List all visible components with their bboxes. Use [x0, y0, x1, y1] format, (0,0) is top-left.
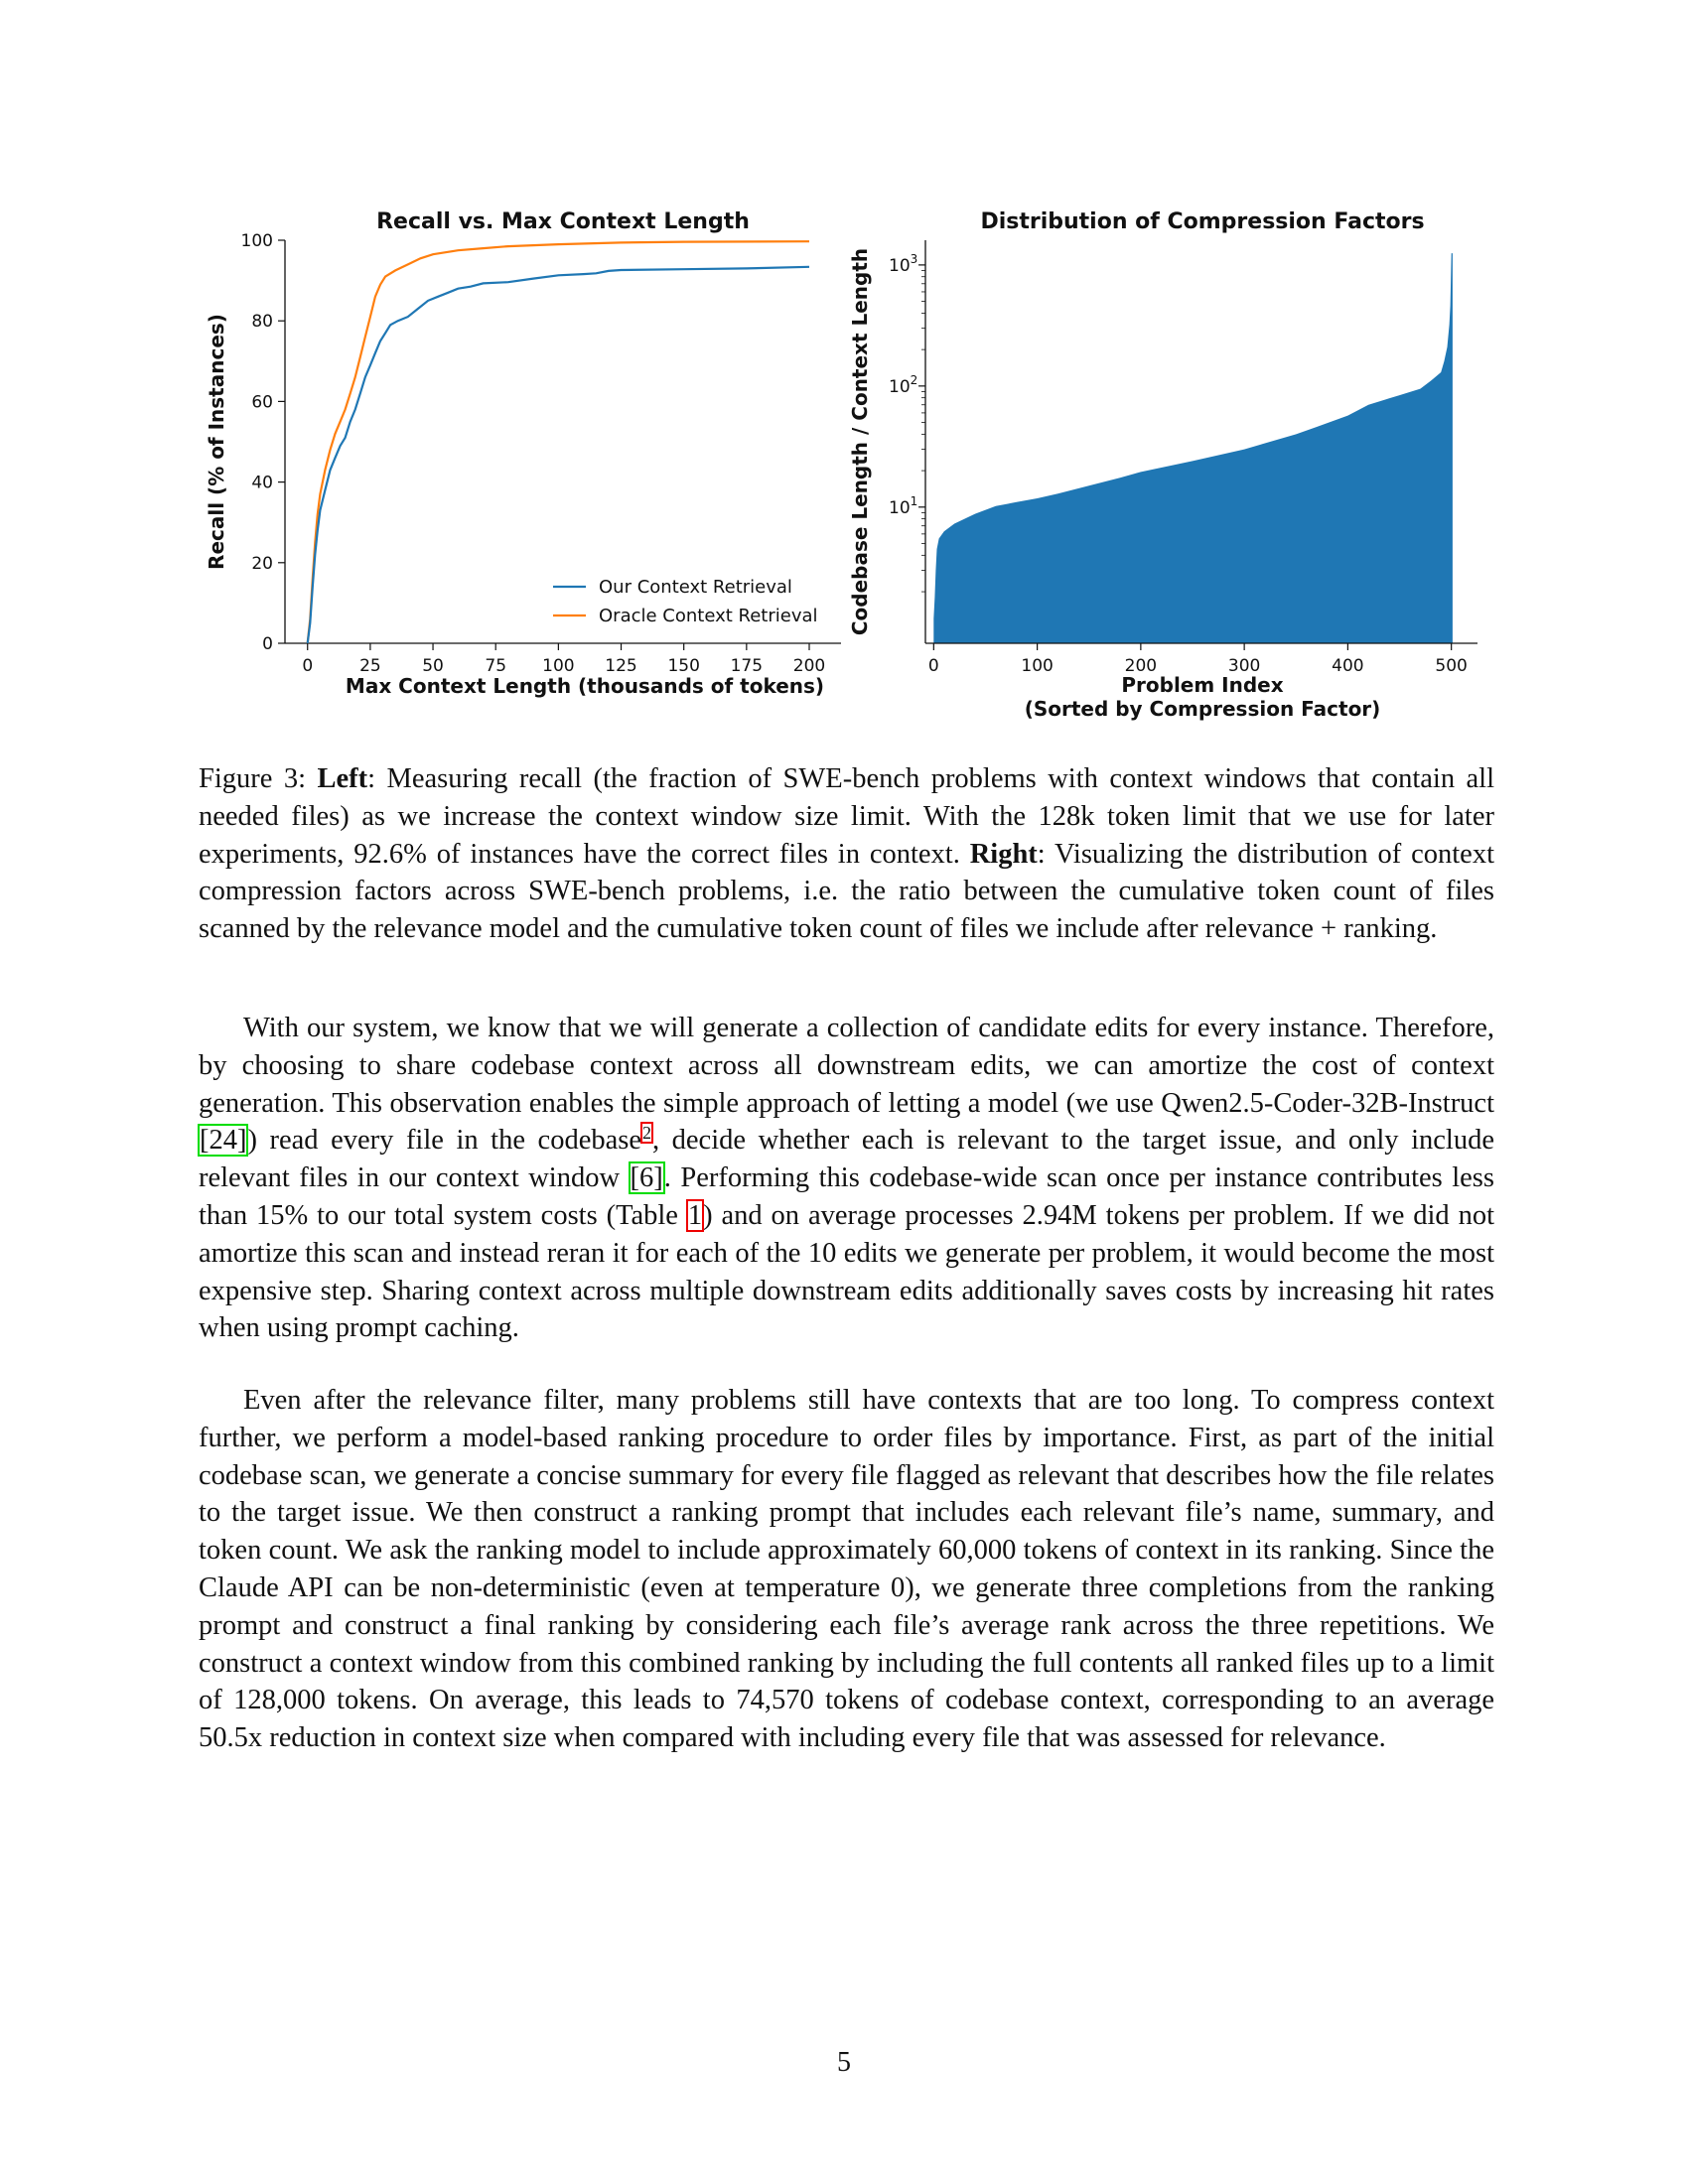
citation-link-6[interactable]: [6]: [628, 1161, 665, 1195]
caption-left-text: : Measuring recall (the fraction of SWE-…: [199, 763, 1495, 870]
figure-3: Recall vs. Max Context Length 0 25 50 75 100…: [194, 199, 1494, 735]
figure-caption: Figure 3: Left: Measuring recall (the fr…: [199, 760, 1494, 948]
right-x-tick-label: 0: [928, 656, 939, 676]
left-chart: Recall vs. Max Context Length 0 25 50 75 100…: [205, 209, 841, 698]
left-x-tick-label: 150: [667, 656, 699, 676]
right-x-label-line2: (Sorted by Compression Factor): [1025, 697, 1381, 721]
left-y-tick-label: 0: [262, 634, 273, 654]
left-x-tick-label: 0: [302, 656, 313, 676]
citation-link-24[interactable]: [24]: [197, 1124, 249, 1158]
para1-text-4: . Performing this codebase-wide scan onc…: [199, 1162, 1494, 1231]
left-x-tick-label: 125: [605, 656, 636, 676]
paragraph-ranking: Even after the relevance filter, many pr…: [199, 1385, 1494, 1754]
caption-right-text: : Visualizing the distribution of contex…: [199, 838, 1494, 945]
left-x-tick-label: 100: [542, 656, 574, 676]
left-y-tick-label: 60: [251, 392, 273, 412]
paragraph-context-sharing: With our system, we know that we will ge…: [197, 1010, 1494, 1347]
right-x-tick-label: 300: [1228, 656, 1260, 676]
left-x-tick-label: 25: [359, 656, 381, 676]
right-x-tick-label: 100: [1021, 656, 1053, 676]
right-y-tick-label: 102: [889, 373, 917, 397]
figure-3-charts: Recall vs. Max Context Length 0 25 50 75 100…: [205, 209, 1477, 721]
right-x-tick-label: 400: [1332, 656, 1363, 676]
legend-label-oracle: Oracle Context Retrieval: [599, 606, 818, 626]
left-chart-title: Recall vs. Max Context Length: [376, 209, 750, 234]
right-chart-title: Distribution of Compression Factors: [980, 209, 1424, 234]
right-x-tick-label: 200: [1125, 656, 1157, 676]
caption-right-label: Right: [969, 838, 1038, 870]
left-y-tick-label: 100: [241, 231, 273, 251]
right-y-tick-label: 101: [889, 494, 917, 518]
left-x-label: Max Context Length (thousands of tokens): [346, 674, 824, 698]
left-x-tick-label: 200: [793, 656, 825, 676]
left-y-tick-label: 80: [251, 312, 273, 332]
left-y-label: Recall (% of Instances): [205, 314, 228, 570]
left-axis-ticks: 0 25 50 75 100 125 150 175 200 0 20 40 60 80 100: [241, 231, 826, 676]
right-y-label: Codebase Length / Context Length: [848, 248, 872, 635]
right-y-tick-label: 103: [889, 252, 917, 276]
right-x-tick-label: 500: [1435, 656, 1467, 676]
para1-text-5: ) and on average processes 2.94M tokens …: [199, 1199, 1494, 1344]
right-x-label-line1: Problem Index: [1121, 673, 1283, 697]
left-y-tick-label: 20: [251, 554, 273, 574]
para1-text-1: With our system, we know that we will ge…: [199, 1013, 1494, 1119]
caption-label: Figure 3:: [199, 763, 307, 794]
oracle-context-retrieval-line: [306, 240, 810, 644]
right-chart: Distribution of Compression Factors 0 100…: [848, 209, 1477, 721]
footnote-link-2[interactable]: 2: [639, 1121, 653, 1144]
table-link-1[interactable]: 1: [685, 1198, 705, 1232]
left-x-tick-label: 75: [485, 656, 506, 676]
page-number: 5: [837, 2047, 851, 2078]
legend-label-our: Our Context Retrieval: [599, 577, 792, 598]
left-x-tick-label: 175: [731, 656, 763, 676]
compression-factor-bars: [933, 253, 1453, 643]
left-legend: Our Context Retrieval Oracle Context Ret…: [553, 577, 818, 626]
right-axis-ticks: 0 100 200 300 400 500 101 102 103: [889, 252, 1468, 676]
para1-text-2: ) read every file in the codebase: [247, 1125, 641, 1157]
caption-left-label: Left: [317, 763, 368, 794]
left-x-tick-label: 50: [422, 656, 444, 676]
para1-text-3: , decide whether each is relevant to the…: [199, 1125, 1494, 1194]
our-context-retrieval-line: [306, 265, 810, 644]
left-y-tick-label: 40: [251, 474, 273, 493]
